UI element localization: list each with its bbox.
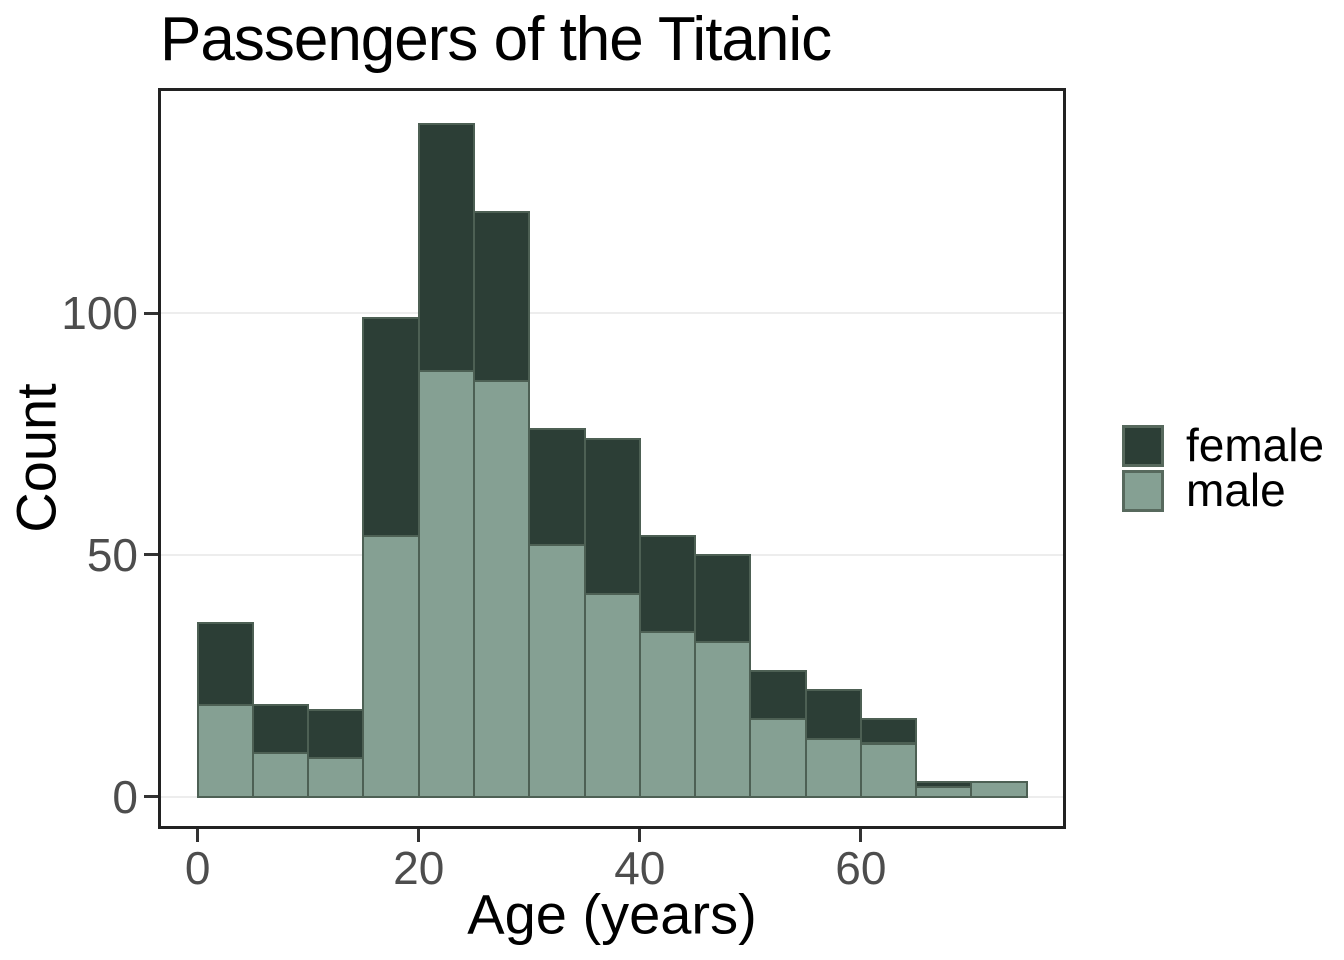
y-tick-label-100: 100 xyxy=(61,287,138,340)
legend-swatch-male xyxy=(1122,469,1164,512)
bar-female-60-65 xyxy=(859,718,918,745)
x-tick-60 xyxy=(859,829,863,842)
bar-female-55-60 xyxy=(804,689,862,740)
legend-item-male: male xyxy=(1122,464,1324,516)
gridline-y-100 xyxy=(161,312,1063,315)
bar-female-65-70 xyxy=(915,781,973,789)
y-axis-title: Count xyxy=(4,383,68,533)
bar-male-45-50 xyxy=(694,640,752,798)
chart-title: Passengers of the Titanic xyxy=(160,5,832,74)
bar-female-20-25 xyxy=(417,123,475,373)
x-tick-20 xyxy=(417,829,421,842)
legend-swatch-female xyxy=(1122,424,1164,467)
bar-male-50-55 xyxy=(749,718,807,798)
x-tick-40 xyxy=(638,829,642,842)
bar-male-10-15 xyxy=(307,757,365,798)
bar-male-20-25 xyxy=(417,370,475,798)
y-tick-label-50: 50 xyxy=(86,528,138,581)
y-tick-0 xyxy=(144,795,158,799)
legend: female male xyxy=(1122,419,1325,516)
plot-panel xyxy=(158,88,1066,829)
x-tick-label-40: 40 xyxy=(614,842,666,894)
x-axis-title: Age (years) xyxy=(467,882,757,946)
y-tick-50 xyxy=(144,553,158,557)
bar-male-35-40 xyxy=(583,592,641,798)
x-tick-0 xyxy=(196,829,200,842)
bar-female-0-5 xyxy=(196,621,254,706)
legend-item-female: female xyxy=(1122,419,1325,471)
y-tick-100 xyxy=(144,311,158,315)
bar-male-25-30 xyxy=(473,379,531,798)
bar-male-15-20 xyxy=(362,534,420,798)
bar-female-15-20 xyxy=(362,316,420,537)
bar-female-40-45 xyxy=(638,534,697,634)
legend-label-male: male xyxy=(1186,464,1286,516)
bar-male-40-45 xyxy=(638,631,697,798)
legend-label-female: female xyxy=(1186,419,1325,471)
bar-female-45-50 xyxy=(694,553,752,643)
bar-female-10-15 xyxy=(307,708,365,759)
x-tick-label-20: 20 xyxy=(393,842,445,894)
bar-male-30-35 xyxy=(528,544,586,798)
bar-male-55-60 xyxy=(804,737,862,798)
bar-male-70-75 xyxy=(970,781,1028,798)
y-tick-label-0: 0 xyxy=(112,770,138,823)
bar-male-60-65 xyxy=(859,742,918,798)
bar-female-50-55 xyxy=(749,669,807,721)
bar-male-0-5 xyxy=(196,703,254,798)
bar-female-30-35 xyxy=(528,428,586,547)
bar-female-25-30 xyxy=(473,210,531,382)
bar-female-35-40 xyxy=(583,437,641,595)
x-tick-label-0: 0 xyxy=(184,842,211,894)
x-tick-label-60: 60 xyxy=(835,842,887,894)
bar-male-5-10 xyxy=(251,752,310,798)
bar-female-5-10 xyxy=(251,703,310,755)
